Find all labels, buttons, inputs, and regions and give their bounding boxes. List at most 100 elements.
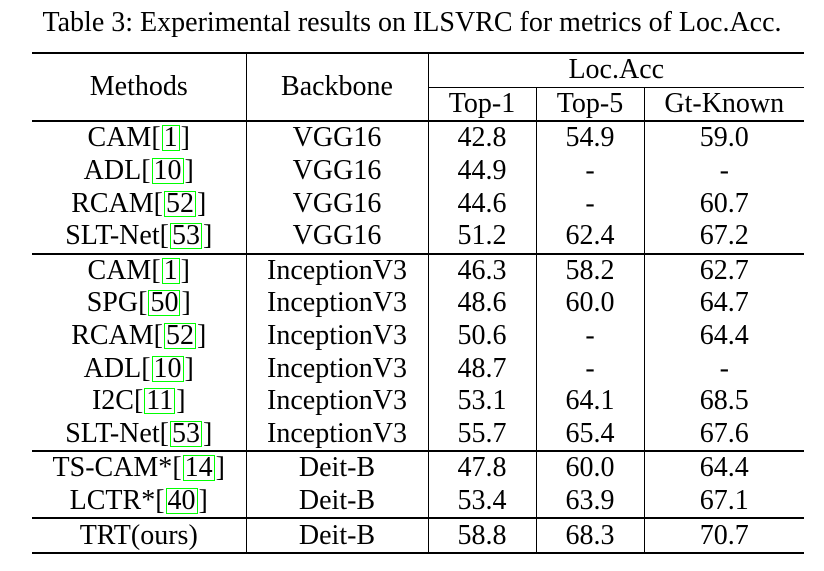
header-row: Methods Backbone Loc.Acc [32,51,805,122]
gt-known-cell: 68.5 [699,385,749,417]
table-row: CAM[1] VGG16 42.8 54.9 59.0 [32,120,805,155]
gt-known-cell: 64.7 [699,287,749,319]
top1-cell: 47.8 [428,450,537,485]
top5-cell: 65.4 [536,417,645,452]
table-row: SLT-Net[53] InceptionV3 55.7 65.4 67.6 [32,417,804,452]
method-cell: ADL[10] [32,352,247,385]
gt-known-cell: 59.0 [644,120,805,155]
table-row: CAM[1] InceptionV3 46.3 58.2 62.7 [32,252,805,288]
table-row: RCAM[52] InceptionV3 50.6-64.4 [32,319,804,353]
header-loc-acc: Loc.Acc [428,51,805,88]
method-name: SLT-Net [65,220,160,252]
citation-link[interactable]: [52] [153,320,207,352]
citation-link[interactable]: [14] [172,452,225,484]
method-name: SPG [86,287,139,319]
citation-number[interactable]: 10 [151,155,184,187]
gt-known-cell: 67.2 [699,220,749,252]
citation-link[interactable]: [53] [159,220,213,252]
backbone-cell: Deit-B [246,517,429,554]
gt-known-cell: 64.4 [644,450,805,485]
citation-link[interactable]: [10] [141,352,194,384]
top5-cell: 63.9 [536,484,645,519]
backbone-cell: InceptionV3 [246,417,429,452]
citation-number[interactable]: 40 [165,485,198,517]
method-cell: TRT(ours) [32,517,247,554]
gt-known-cell: 62.7 [644,252,805,288]
method-cell: SLT-Net[53] [32,417,247,452]
header-methods: Methods [32,51,247,122]
top1-cell: 58.8 [428,517,537,554]
citation-number[interactable]: 14 [182,452,215,484]
backbone-cell: InceptionV3 [246,319,429,353]
citation-link[interactable]: [53] [159,417,213,449]
gt-known-cell: 67.6 [699,417,749,449]
table-row: TRT(ours) Deit-B 58.8 68.3 70.7 [32,517,805,554]
top1-cell: 55.7 [428,417,537,452]
citation-link[interactable]: [10] [141,155,194,187]
gt-known-cell: 67.1 [699,485,749,517]
top1-cell: 53.1 [428,384,537,418]
method-name: CAM [87,122,152,154]
backbone-cell: VGG16 [246,120,429,155]
citation-link[interactable]: [50] [138,287,191,319]
citation-link[interactable]: [40] [155,485,208,517]
method-cell: ADL[10] [32,154,247,188]
table-row: TS-CAM*[14] Deit-B 47.8 60.0 64.4 [32,450,805,485]
citation-number[interactable]: 50 [148,287,181,319]
citation-number[interactable]: 1 [161,122,180,154]
top1-cell: 44.9 [428,154,537,188]
top5-cell: 68.3 [536,517,645,554]
backbone-cell: Deit-B [246,484,429,519]
top1-cell: 48.6 [428,287,537,320]
citation-number[interactable]: 52 [163,320,196,352]
method-name: RCAM [71,320,154,352]
top5-cell: 60.0 [536,450,645,485]
top5-cell: 54.9 [536,120,645,155]
table-caption: Table 3: Experimental results on ILSVRC … [42,7,782,38]
method-name: TS-CAM* [52,452,173,484]
citation-number[interactable]: 53 [169,417,202,449]
backbone-cell: VGG16 [246,154,429,188]
method-cell: I2C[11] [32,384,247,418]
citation-number[interactable]: 1 [161,254,180,286]
method-name: I2C [91,385,134,417]
top1-cell: 42.8 [428,120,537,155]
backbone-cell: Deit-B [246,450,429,485]
gt-known-cell: - [719,352,729,384]
gt-known-cell: - [719,155,729,187]
backbone-cell: VGG16 [246,187,429,220]
backbone-cell: InceptionV3 [246,352,429,385]
table-body: CAM[1] VGG16 42.8 54.9 59.0 ADL[10] VGG16 44.9-… [32,120,805,554]
top5-cell: - [536,319,645,353]
method-name: ADL [83,352,142,384]
citation-number[interactable]: 52 [163,187,196,219]
method-cell: CAM[1] [32,252,247,288]
citation-number[interactable]: 10 [151,352,184,384]
table-row: LCTR*[40] Deit-B 53.4 63.9 67.1 [32,484,804,519]
top1-cell: 50.6 [428,319,537,353]
table-row: I2C[11] InceptionV3 53.1 64.1 68.5 [32,384,804,418]
table-row: ADL[10] InceptionV3 48.7- - [32,352,804,385]
results-table: Methods Backbone Loc.Acc Top-1 Top-5 Gt-… [32,51,805,554]
top5-cell: 64.1 [536,384,645,418]
top1-cell: 44.6 [428,187,537,220]
citation-number[interactable]: 53 [169,220,202,252]
citation-link[interactable]: [1] [151,122,190,154]
top1-cell: 53.4 [428,484,537,519]
top1-cell: 48.7 [428,352,537,385]
method-name: RCAM [71,187,154,219]
backbone-cell: InceptionV3 [246,384,429,418]
citation-link[interactable]: [1] [151,254,190,286]
backbone-cell: InceptionV3 [246,252,429,288]
table-row: SPG[50] InceptionV3 48.6 60.0 64.7 [32,287,804,320]
citation-link[interactable]: [52] [153,187,207,219]
method-cell: CAM[1] [32,120,247,155]
header-backbone: Backbone [246,51,429,122]
method-name: LCTR* [69,485,156,517]
backbone-cell: InceptionV3 [246,287,429,320]
top1-cell: 46.3 [428,252,537,288]
citation-link[interactable]: [11] [133,385,186,417]
gt-known-cell: 70.7 [644,517,805,554]
citation-number[interactable]: 11 [144,385,176,417]
method-cell: LCTR*[40] [32,484,247,519]
